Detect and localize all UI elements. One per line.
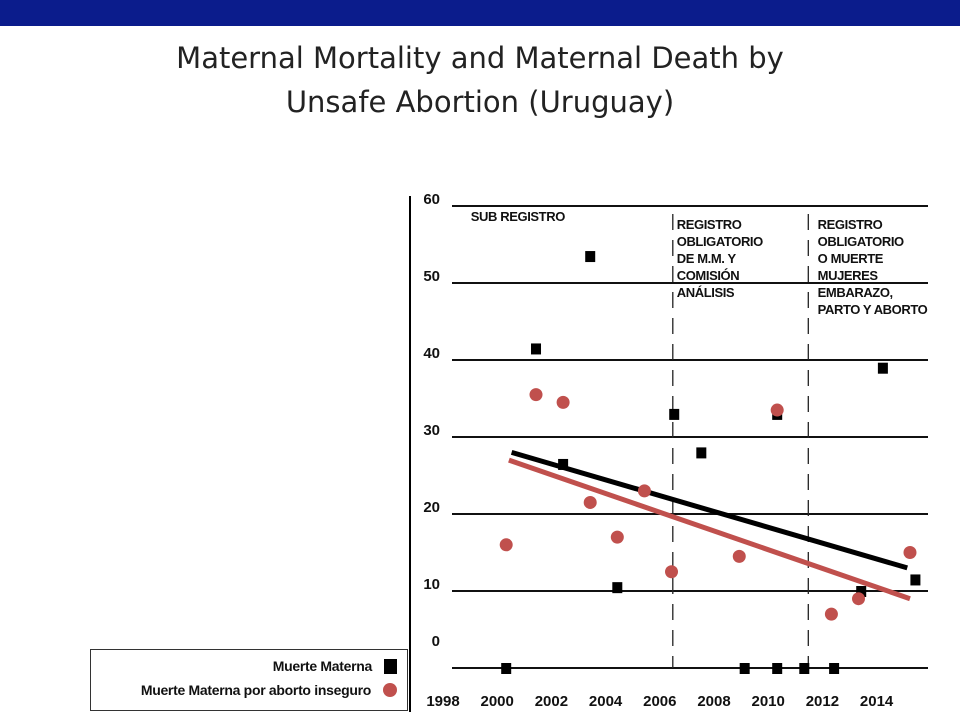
point-aborto-inseguro-7 xyxy=(665,565,679,579)
point-aborto-inseguro-2 xyxy=(529,388,543,402)
square-marker-icon xyxy=(384,658,397,674)
legend-label-aborto-inseguro: Muerte Materna por aborto inseguro xyxy=(140,682,371,698)
x-tick-label-2006: 2006 xyxy=(643,693,676,710)
point-aborto-inseguro-5 xyxy=(610,530,624,544)
point-aborto-inseguro-10 xyxy=(824,607,838,621)
x-tick-label-2012: 2012 xyxy=(806,693,839,710)
x-tick-label-1998: 1998 xyxy=(426,693,459,710)
point-muerte-materna-6 xyxy=(696,447,707,459)
annotation-2-line-1: REGISTRO xyxy=(677,217,742,232)
point-muerte-materna-2 xyxy=(558,458,569,470)
circle-marker-icon xyxy=(383,683,397,697)
y-tick-label-50: 50 xyxy=(423,268,440,285)
point-aborto-inseguro-8 xyxy=(732,549,746,563)
legend-item-muerte-materna: Muerte Materna xyxy=(273,658,397,674)
top-banner xyxy=(0,0,960,26)
point-muerte-materna-10 xyxy=(772,663,783,674)
point-muerte-materna-13 xyxy=(877,362,888,374)
point-aborto-inseguro-11 xyxy=(852,592,865,606)
annotation-3-line-2: OBLIGATORIO xyxy=(818,234,904,249)
point-muerte-materna-12 xyxy=(829,663,840,674)
legend-item-aborto-inseguro: Muerte Materna por aborto inseguro xyxy=(141,682,397,698)
legend-label-muerte-materna: Muerte Materna xyxy=(272,658,373,674)
trend-line-aborto-inseguro xyxy=(508,457,911,602)
point-aborto-inseguro-1 xyxy=(499,538,513,552)
x-tick-label-2000: 2000 xyxy=(481,693,514,710)
y-tick-label-30: 30 xyxy=(423,422,440,439)
annotation-2-line-5: ANÁLISIS xyxy=(677,285,735,300)
annotation-2-line-4: COMISIÓN xyxy=(677,268,740,283)
point-muerte-materna-1 xyxy=(531,343,542,355)
annotation-3-line-1: REGISTRO xyxy=(818,217,883,232)
point-muerte-materna-14 xyxy=(910,574,921,586)
point-muerte-materna-4 xyxy=(612,582,623,594)
point-aborto-inseguro-9 xyxy=(770,403,784,417)
point-muerte-materna-15 xyxy=(856,586,867,597)
annotation-3-line-4: MUJERES xyxy=(818,268,879,283)
annotation-3-line-6: PARTO Y ABORTO xyxy=(818,302,928,317)
x-tick-label-2002: 2002 xyxy=(535,693,568,710)
title-line-1: Maternal Mortality and Maternal Death by xyxy=(176,41,784,75)
x-tick-label-2004: 2004 xyxy=(589,693,623,710)
y-tick-label-20: 20 xyxy=(423,499,440,516)
point-aborto-inseguro-3 xyxy=(556,395,570,409)
point-muerte-materna-9 xyxy=(739,663,750,674)
y-tick-label-40: 40 xyxy=(423,345,440,362)
y-tick-label-10: 10 xyxy=(423,576,440,593)
chart-legend: Muerte Materna Muerte Materna por aborto… xyxy=(90,649,408,711)
annotation-1-line-1: SUB REGISTRO xyxy=(471,209,565,224)
point-muerte-materna-11 xyxy=(799,663,810,674)
annotation-2-line-3: DE M.M. Y xyxy=(677,251,737,266)
x-tick-label-2010: 2010 xyxy=(752,693,785,710)
y-tick-label-60: 60 xyxy=(423,191,440,208)
point-muerte-materna-8 xyxy=(501,663,512,674)
title-line-2: Unsafe Abortion (Uruguay) xyxy=(285,85,675,119)
annotation-3-line-3: O MUERTE xyxy=(818,251,884,266)
point-aborto-inseguro-12 xyxy=(903,546,917,559)
point-aborto-inseguro-6 xyxy=(637,484,651,498)
point-muerte-materna-3 xyxy=(585,251,596,263)
x-tick-label-2008: 2008 xyxy=(697,693,730,710)
annotation-3-line-5: EMBARAZO, xyxy=(818,285,893,300)
x-tick-label-2014: 2014 xyxy=(860,693,894,710)
trend-line-muerte-materna xyxy=(510,450,908,571)
point-muerte-materna-5 xyxy=(669,408,680,420)
y-tick-label-0: 0 xyxy=(432,633,440,650)
annotation-2-line-2: OBLIGATORIO xyxy=(677,234,763,249)
point-aborto-inseguro-4 xyxy=(583,495,597,509)
